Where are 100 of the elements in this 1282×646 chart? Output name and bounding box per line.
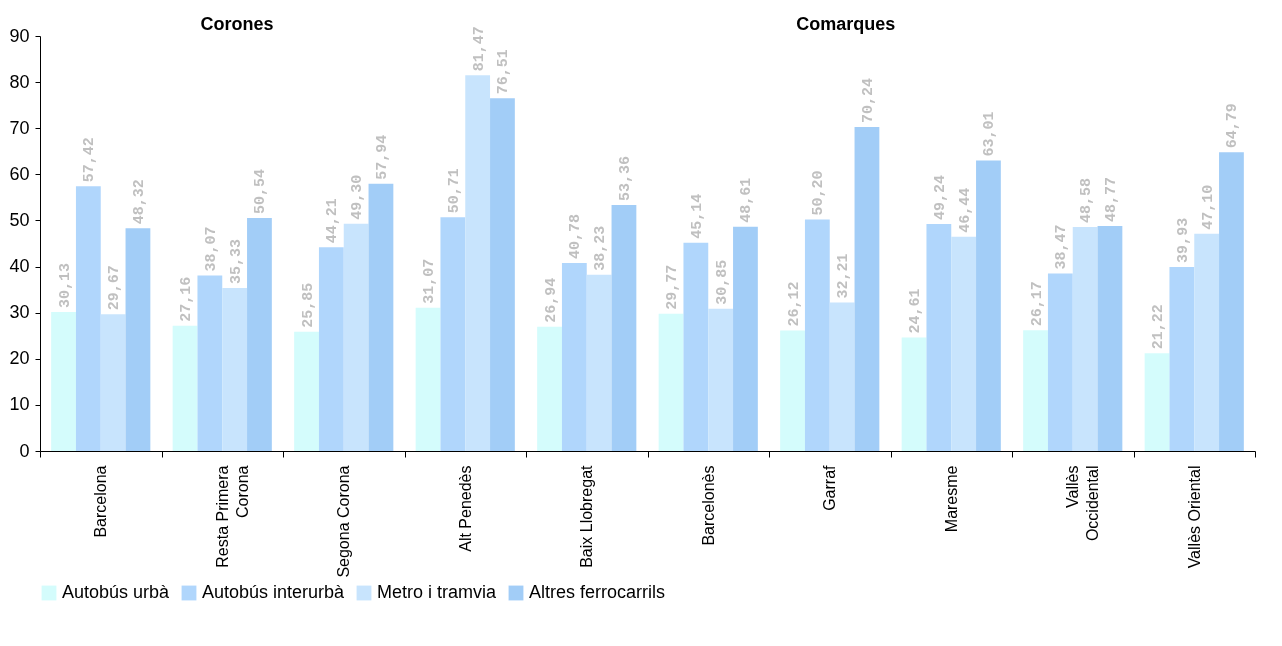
data-label: 57,42 [81, 137, 99, 183]
data-label: 32,21 [835, 253, 853, 299]
bar [368, 183, 394, 451]
data-label: 50,54 [252, 168, 270, 214]
y-tick-label: 50 [9, 209, 30, 230]
x-tick-label: Barcelona [92, 465, 110, 538]
y-tick-label: 40 [9, 256, 30, 277]
x-tick-label: Barcelonès [699, 465, 717, 546]
data-label: 26,17 [1028, 281, 1046, 327]
x-tick-label: Garraf [821, 464, 839, 511]
data-label: 26,12 [785, 281, 803, 327]
bar [976, 160, 1001, 451]
data-label: 30,85 [713, 259, 731, 305]
bar [75, 186, 101, 451]
x-tick-label: Segona Corona [335, 465, 353, 578]
text: Comarques [796, 14, 896, 35]
bar [780, 330, 805, 451]
data-label: 29,67 [106, 265, 124, 311]
x-tick-label: Resta Primera Corona [213, 465, 251, 568]
data-label: 21,22 [1150, 304, 1168, 350]
data-label: 48,32 [130, 179, 148, 225]
bar [197, 275, 223, 451]
x-tick-label: Vallès Oriental [1185, 465, 1203, 569]
bar [172, 325, 198, 451]
bar [415, 307, 441, 451]
data-label: 25,85 [299, 282, 317, 328]
bar [708, 308, 734, 451]
data-label: 63,01 [981, 111, 999, 157]
bar [537, 326, 562, 451]
y-tick-label: 0 [19, 440, 30, 461]
data-label: 26,94 [542, 277, 560, 323]
data-label: 48,61 [738, 177, 756, 223]
data-label: 50,20 [810, 170, 828, 216]
bar [854, 127, 880, 451]
data-label: 70,24 [859, 78, 877, 124]
data-label: 57,94 [373, 134, 391, 180]
bar [1169, 266, 1195, 451]
data-label: 50,71 [445, 168, 463, 214]
y-tick-label: 20 [9, 348, 30, 369]
bar [1047, 273, 1073, 451]
data-label: 46,44 [956, 187, 974, 233]
bar [611, 204, 637, 451]
y-tick-label: 60 [9, 163, 30, 184]
data-label: 39,93 [1174, 217, 1192, 263]
bar [1023, 330, 1048, 451]
bar [440, 217, 466, 451]
data-label: 44,21 [324, 198, 342, 244]
data-label: 35,33 [227, 239, 245, 285]
y-tick-label: 10 [9, 394, 30, 415]
bar [829, 302, 855, 451]
bar [951, 236, 977, 451]
bar [125, 228, 151, 451]
y-tick-label: 70 [9, 117, 30, 138]
data-label: 53,36 [616, 155, 634, 201]
y-tick-label: 90 [9, 25, 30, 46]
bar [100, 314, 126, 451]
data-label: 27,16 [178, 276, 196, 322]
bar [658, 313, 684, 451]
bar [901, 337, 927, 451]
data-label: 45,14 [688, 193, 706, 239]
data-label: 30,13 [56, 263, 74, 309]
bar [1219, 152, 1244, 451]
bar [733, 226, 758, 451]
bar [51, 312, 76, 451]
bar [586, 274, 612, 451]
data-label: 81,47 [470, 26, 488, 72]
bar [490, 98, 515, 451]
bar [561, 262, 587, 451]
y-tick-label: 80 [9, 71, 30, 92]
data-label: 31,07 [421, 258, 439, 304]
x-tick-label: Baix Llobregat [578, 464, 596, 568]
data-label: 64,79 [1224, 103, 1242, 149]
bar [465, 75, 491, 451]
legend-label: Altres ferrocarrils [529, 582, 666, 602]
data-label: 48,77 [1102, 177, 1120, 223]
data-label: 47,10 [1199, 184, 1217, 230]
data-label: 29,77 [664, 264, 682, 310]
legend-label: Metro i tramvia [377, 582, 498, 602]
y-tick-label: 30 [9, 302, 30, 323]
bar [294, 331, 319, 451]
bar [222, 288, 248, 451]
data-label: 49,24 [931, 174, 949, 220]
bar [1097, 226, 1123, 451]
x-tick-label: Vallès Occidental [1064, 465, 1102, 542]
data-label: 38,23 [592, 225, 610, 271]
bar [683, 242, 709, 451]
data-label: 40,78 [567, 213, 585, 259]
legend-label: Autobús urbà [62, 582, 171, 602]
bar [1144, 353, 1170, 451]
bar [1072, 226, 1098, 451]
bar [343, 223, 369, 451]
bar [1194, 233, 1220, 451]
data-label: 76,51 [495, 49, 513, 95]
data-label: 24,61 [907, 288, 925, 334]
bar [318, 247, 344, 451]
text: Corones [200, 14, 274, 35]
data-label: 48,58 [1078, 177, 1096, 223]
data-label: 49,30 [349, 174, 367, 220]
x-tick-label: Maresme [942, 465, 960, 533]
x-tick-label: Alt Penedès [456, 465, 474, 552]
